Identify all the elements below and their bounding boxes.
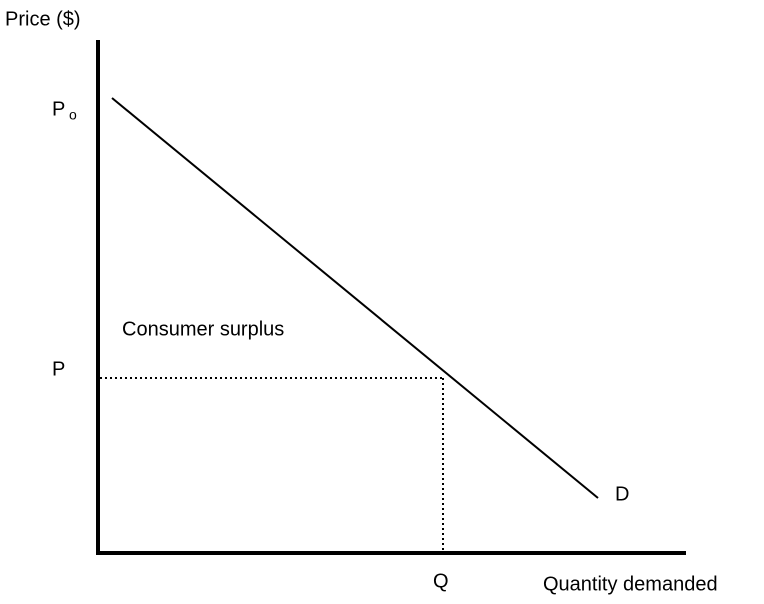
curve-label: D — [615, 483, 629, 505]
y-axis-label: Price ($) — [5, 8, 81, 30]
initial-price-label: P — [52, 98, 65, 120]
demand-curve — [111, 97, 599, 499]
initial-price-subscript: o — [69, 107, 77, 123]
region-label: Consumer surplus — [122, 318, 284, 340]
market-price-label: P — [52, 358, 65, 380]
x-axis-label: Quantity demanded — [543, 573, 718, 595]
quantity-label: Q — [433, 570, 449, 592]
